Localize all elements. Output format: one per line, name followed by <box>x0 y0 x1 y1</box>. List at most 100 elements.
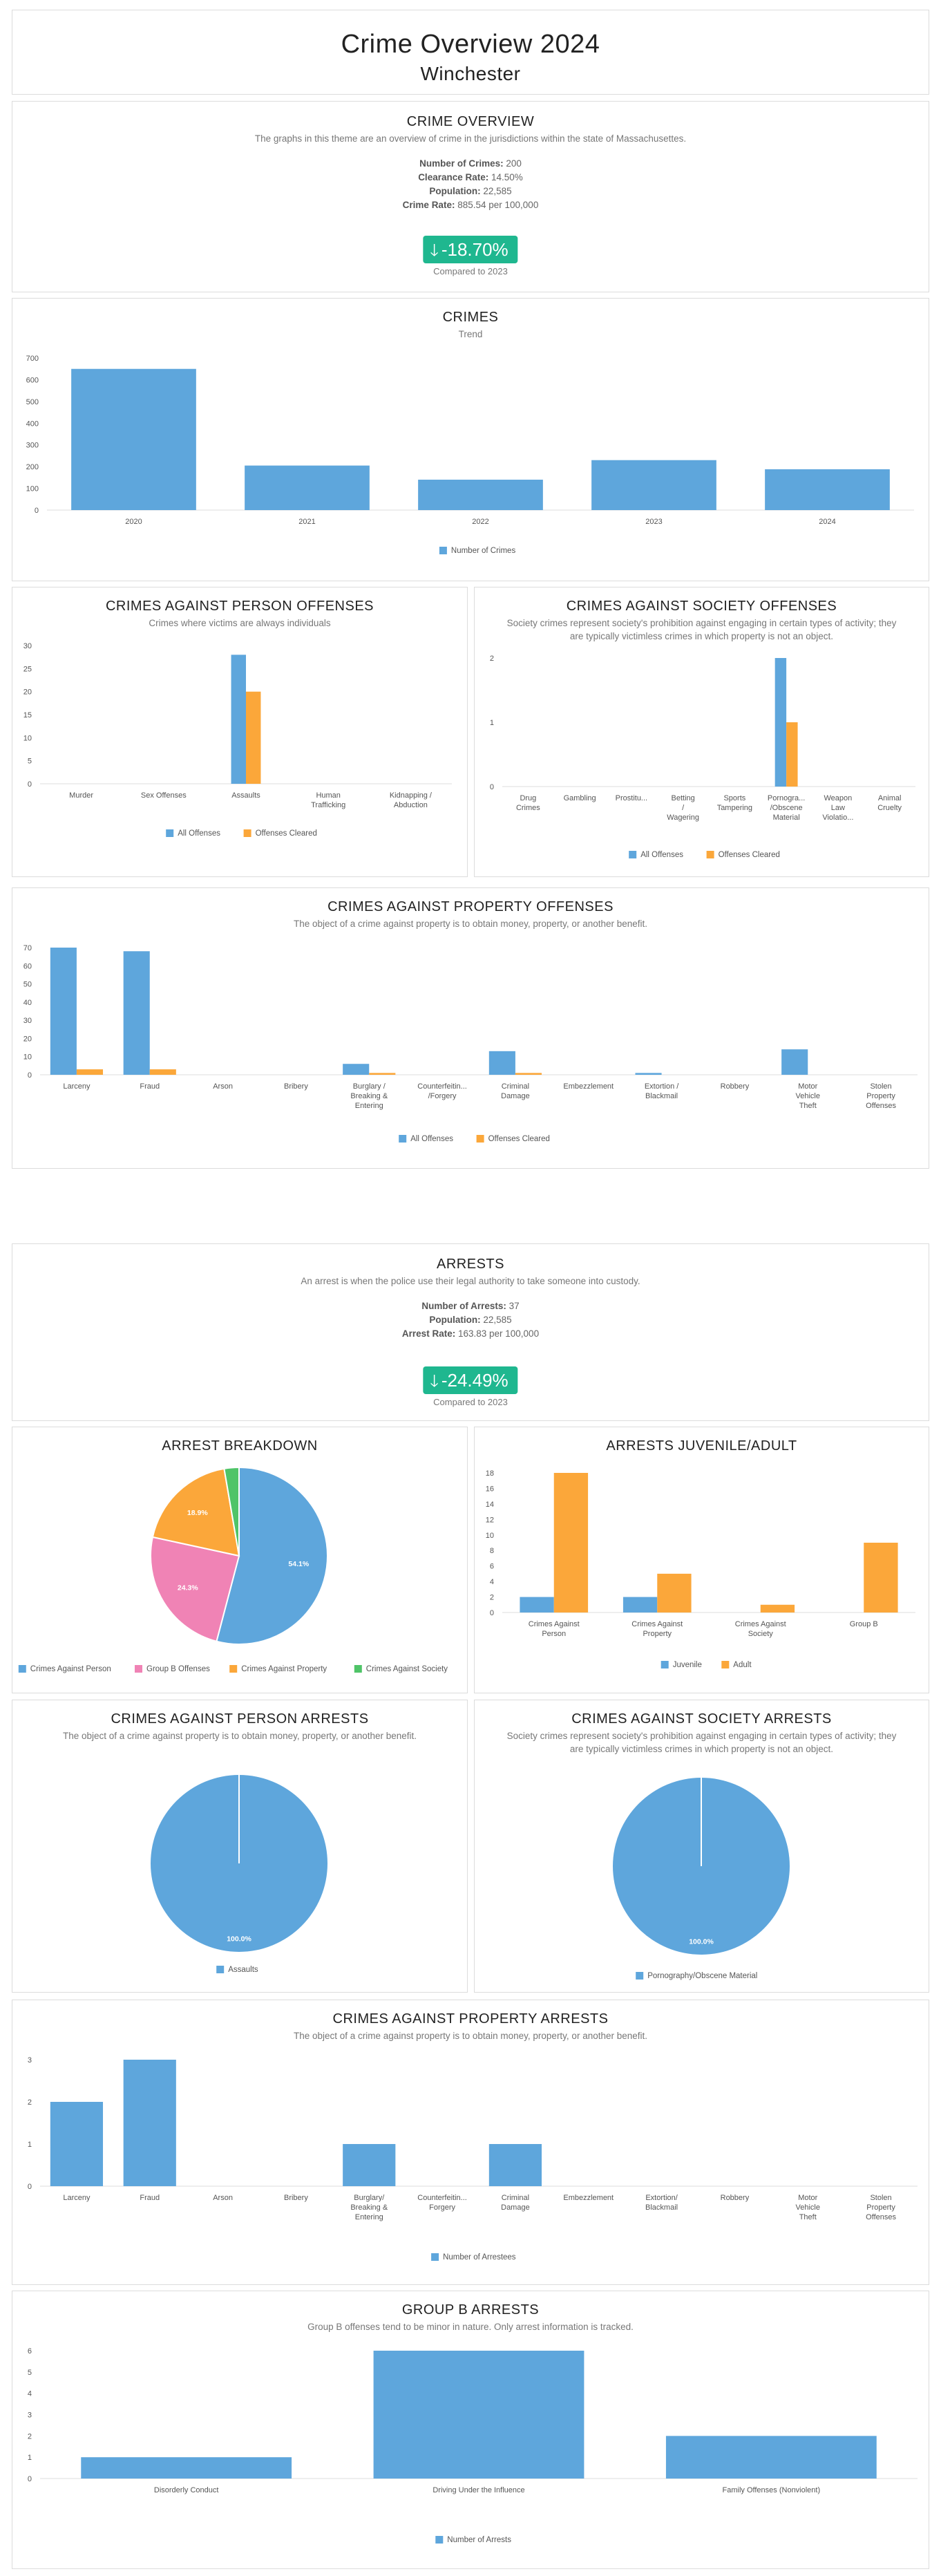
property-arrests-x-tick: Motor <box>798 2194 817 2202</box>
society-offenses-x-tick: Drug <box>520 794 536 802</box>
arrest-breakdown-slice <box>151 1467 240 1557</box>
crimes-trend-x-tick: 2024 <box>819 518 835 526</box>
property-arrests-card: CRIMES AGAINST PROPERTY ARRESTS The obje… <box>12 2000 929 2285</box>
property-offenses-x-tick: Entering <box>355 1102 383 1110</box>
property-arrests-x-tick: Vehicle <box>796 2203 820 2212</box>
arrest-breakdown-legend-swatch <box>18 1665 26 1673</box>
arrow-down-icon: 🡓 <box>430 1372 439 1391</box>
society-offenses-x-tick: Material <box>773 814 800 822</box>
society-offenses-y-tick: 0 <box>490 783 494 791</box>
property-arrests-title: CRIMES AGAINST PROPERTY ARRESTS <box>332 2011 609 2027</box>
property-offenses-bar <box>50 948 77 1075</box>
crimes-trend-y-tick: 200 <box>26 463 39 471</box>
group-b-arrests-y-tick: 4 <box>28 2390 32 2398</box>
property-offenses-y-tick: 70 <box>23 944 32 952</box>
property-arrests-bar <box>343 2144 396 2186</box>
juvenile-adult-y-tick: 18 <box>486 1469 494 1478</box>
society-offenses-x-tick: Prostitu... <box>616 794 647 802</box>
property-arrests-x-tick: Entering <box>355 2213 383 2221</box>
property-offenses-x-tick: Stolen <box>870 1082 891 1091</box>
arrest-breakdown-title: ARREST BREAKDOWN <box>162 1438 318 1454</box>
juvenile-adult-y-tick: 14 <box>486 1501 494 1509</box>
person-offenses-x-tick: Assaults <box>231 791 260 800</box>
property-offenses-legend-swatch <box>399 1135 407 1143</box>
property-arrests-legend-label: Number of Arrestees <box>443 2253 516 2262</box>
person-arrests-legend-swatch <box>216 1966 225 1973</box>
society-offenses-x-tick: Wagering <box>667 814 699 822</box>
person-offenses-title: CRIMES AGAINST PERSON OFFENSES <box>105 599 374 614</box>
crimes-trend-bar <box>765 469 890 510</box>
person-offenses-x-tick: Abduction <box>394 801 428 809</box>
property-arrests-x-tick: Forgery <box>429 2203 455 2212</box>
property-offenses-y-tick: 20 <box>23 1035 32 1043</box>
juvenile-adult-x-tick: Property <box>643 1630 672 1638</box>
group-b-arrests-y-tick: 1 <box>28 2454 32 2462</box>
juvenile-adult-y-tick: 4 <box>490 1578 494 1586</box>
society-offenses-card: CRIMES AGAINST SOCIETY OFFENSES Society … <box>474 587 929 877</box>
crimes-trend-y-tick: 300 <box>26 442 39 450</box>
property-offenses-y-tick: 40 <box>23 999 32 1007</box>
property-offenses-x-tick: Larceny <box>63 1082 91 1091</box>
property-offenses-bar <box>369 1073 396 1075</box>
society-arrests-chart: 100.0% Pornography/Obscene Material <box>613 1778 790 1980</box>
society-offenses-x-tick: /Obscene <box>770 804 803 812</box>
arrest-breakdown-legend-label: Crimes Against Society <box>366 1665 448 1673</box>
property-offenses-x-tick: Vehicle <box>796 1092 820 1100</box>
person-offenses-x-tick: Human <box>316 791 340 800</box>
person-arrests-legend-label: Assaults <box>228 1966 258 1974</box>
property-offenses-subtitle: The object of a crime against property i… <box>293 919 648 929</box>
property-arrests-x-tick: Embezzlement <box>563 2194 614 2202</box>
property-arrests-x-tick: Extortion/ <box>645 2194 678 2202</box>
group-b-arrests-card: GROUP B ARRESTS Group B offenses tend to… <box>12 2291 929 2569</box>
society-arrests-legend-label: Pornography/Obscene Material <box>647 1972 757 1980</box>
property-arrests-x-tick: Damage <box>501 2203 530 2212</box>
overview-description: The graphs in this theme are an overview… <box>254 133 687 144</box>
society-offenses-x-tick: Tampering <box>717 804 752 812</box>
property-offenses-x-tick: Fraud <box>140 1082 160 1091</box>
property-arrests-x-tick: Offenses <box>866 2213 896 2221</box>
property-offenses-card: CRIMES AGAINST PROPERTY OFFENSES The obj… <box>12 887 929 1169</box>
juvenile-adult-legend-swatch <box>660 1661 669 1668</box>
juvenile-adult-legend-label: Juvenile <box>673 1661 702 1669</box>
property-arrests-x-tick: Breaking & <box>350 2203 388 2212</box>
group-b-arrests-y-tick: 0 <box>28 2475 32 2483</box>
crimes-trend-card: CRIMES Trend 0 100 200 300 400 500 600 700 2020 2… <box>12 298 929 581</box>
stat-number-of-crimes: Number of Crimes: 200 <box>419 158 522 169</box>
property-offenses-legend-label: Offenses Cleared <box>488 1135 550 1143</box>
person-offenses-chart: 0 5 10 15 20 25 30 Murder Sex Offenses Assaults Hu… <box>23 642 452 838</box>
arrest-breakdown-slice-label: 54.1% <box>288 1560 309 1568</box>
property-offenses-y-tick: 10 <box>23 1053 32 1062</box>
property-offenses-bar <box>635 1073 662 1075</box>
crimes-trend-x-tick: 2023 <box>645 518 662 526</box>
property-offenses-chart: 0 10 20 30 40 50 60 70 Larceny Fraud Arson Bribery B… <box>23 944 918 1143</box>
juvenile-adult-bar <box>622 1597 658 1613</box>
society-offenses-chart: 0 1 2 Drug Crimes Gambling Prostitu... Betting /… <box>490 655 915 859</box>
arrest-breakdown-slice-label: 18.9% <box>187 1509 208 1517</box>
juvenile-adult-y-tick: 10 <box>486 1532 494 1540</box>
group-b-arrests-subtitle: Group B offenses tend to be minor in nat… <box>307 2322 634 2332</box>
crimes-trend-chart: 0 100 200 300 400 500 600 700 2020 2021 2022 2023 20… <box>26 355 914 555</box>
juvenile-adult-title: ARRESTS JUVENILE/ADULT <box>606 1438 797 1454</box>
arrest-breakdown-slice <box>223 1466 240 1557</box>
juvenile-adult-chart: 0 2 4 6 8 10 12 14 16 18 Crimes Against Person Crime… <box>486 1469 915 1669</box>
crimes-trend-y-tick: 0 <box>35 507 39 515</box>
juvenile-adult-x-tick: Crimes Against <box>529 1620 580 1628</box>
stat-number-of-arrests: Number of Arrests: 37 <box>421 1301 520 1311</box>
person-offenses-y-tick: 25 <box>23 665 32 673</box>
property-offenses-bar <box>488 1051 515 1075</box>
crimes-trend-legend-swatch <box>439 547 447 554</box>
property-offenses-x-tick: Burglary / <box>353 1082 386 1091</box>
person-arrests-title: CRIMES AGAINST PERSON ARRESTS <box>111 1711 369 1727</box>
crimes-trend-bar <box>71 368 196 510</box>
property-arrests-x-tick: Criminal <box>502 2194 529 2202</box>
property-arrests-x-tick: Burglary/ <box>354 2194 385 2202</box>
crimes-trend-y-tick: 600 <box>26 376 39 384</box>
society-offenses-legend-label: All Offenses <box>640 851 683 859</box>
group-b-arrests-legend-label: Number of Arrests <box>447 2536 511 2544</box>
society-arrests-card: CRIMES AGAINST SOCIETY ARRESTS Society c… <box>474 1700 929 1993</box>
property-offenses-bar <box>343 1064 370 1075</box>
property-arrests-x-tick: Property <box>866 2203 895 2212</box>
property-offenses-x-tick: Motor <box>798 1082 817 1091</box>
juvenile-adult-y-tick: 0 <box>490 1609 494 1617</box>
property-arrests-bar <box>50 2102 104 2186</box>
